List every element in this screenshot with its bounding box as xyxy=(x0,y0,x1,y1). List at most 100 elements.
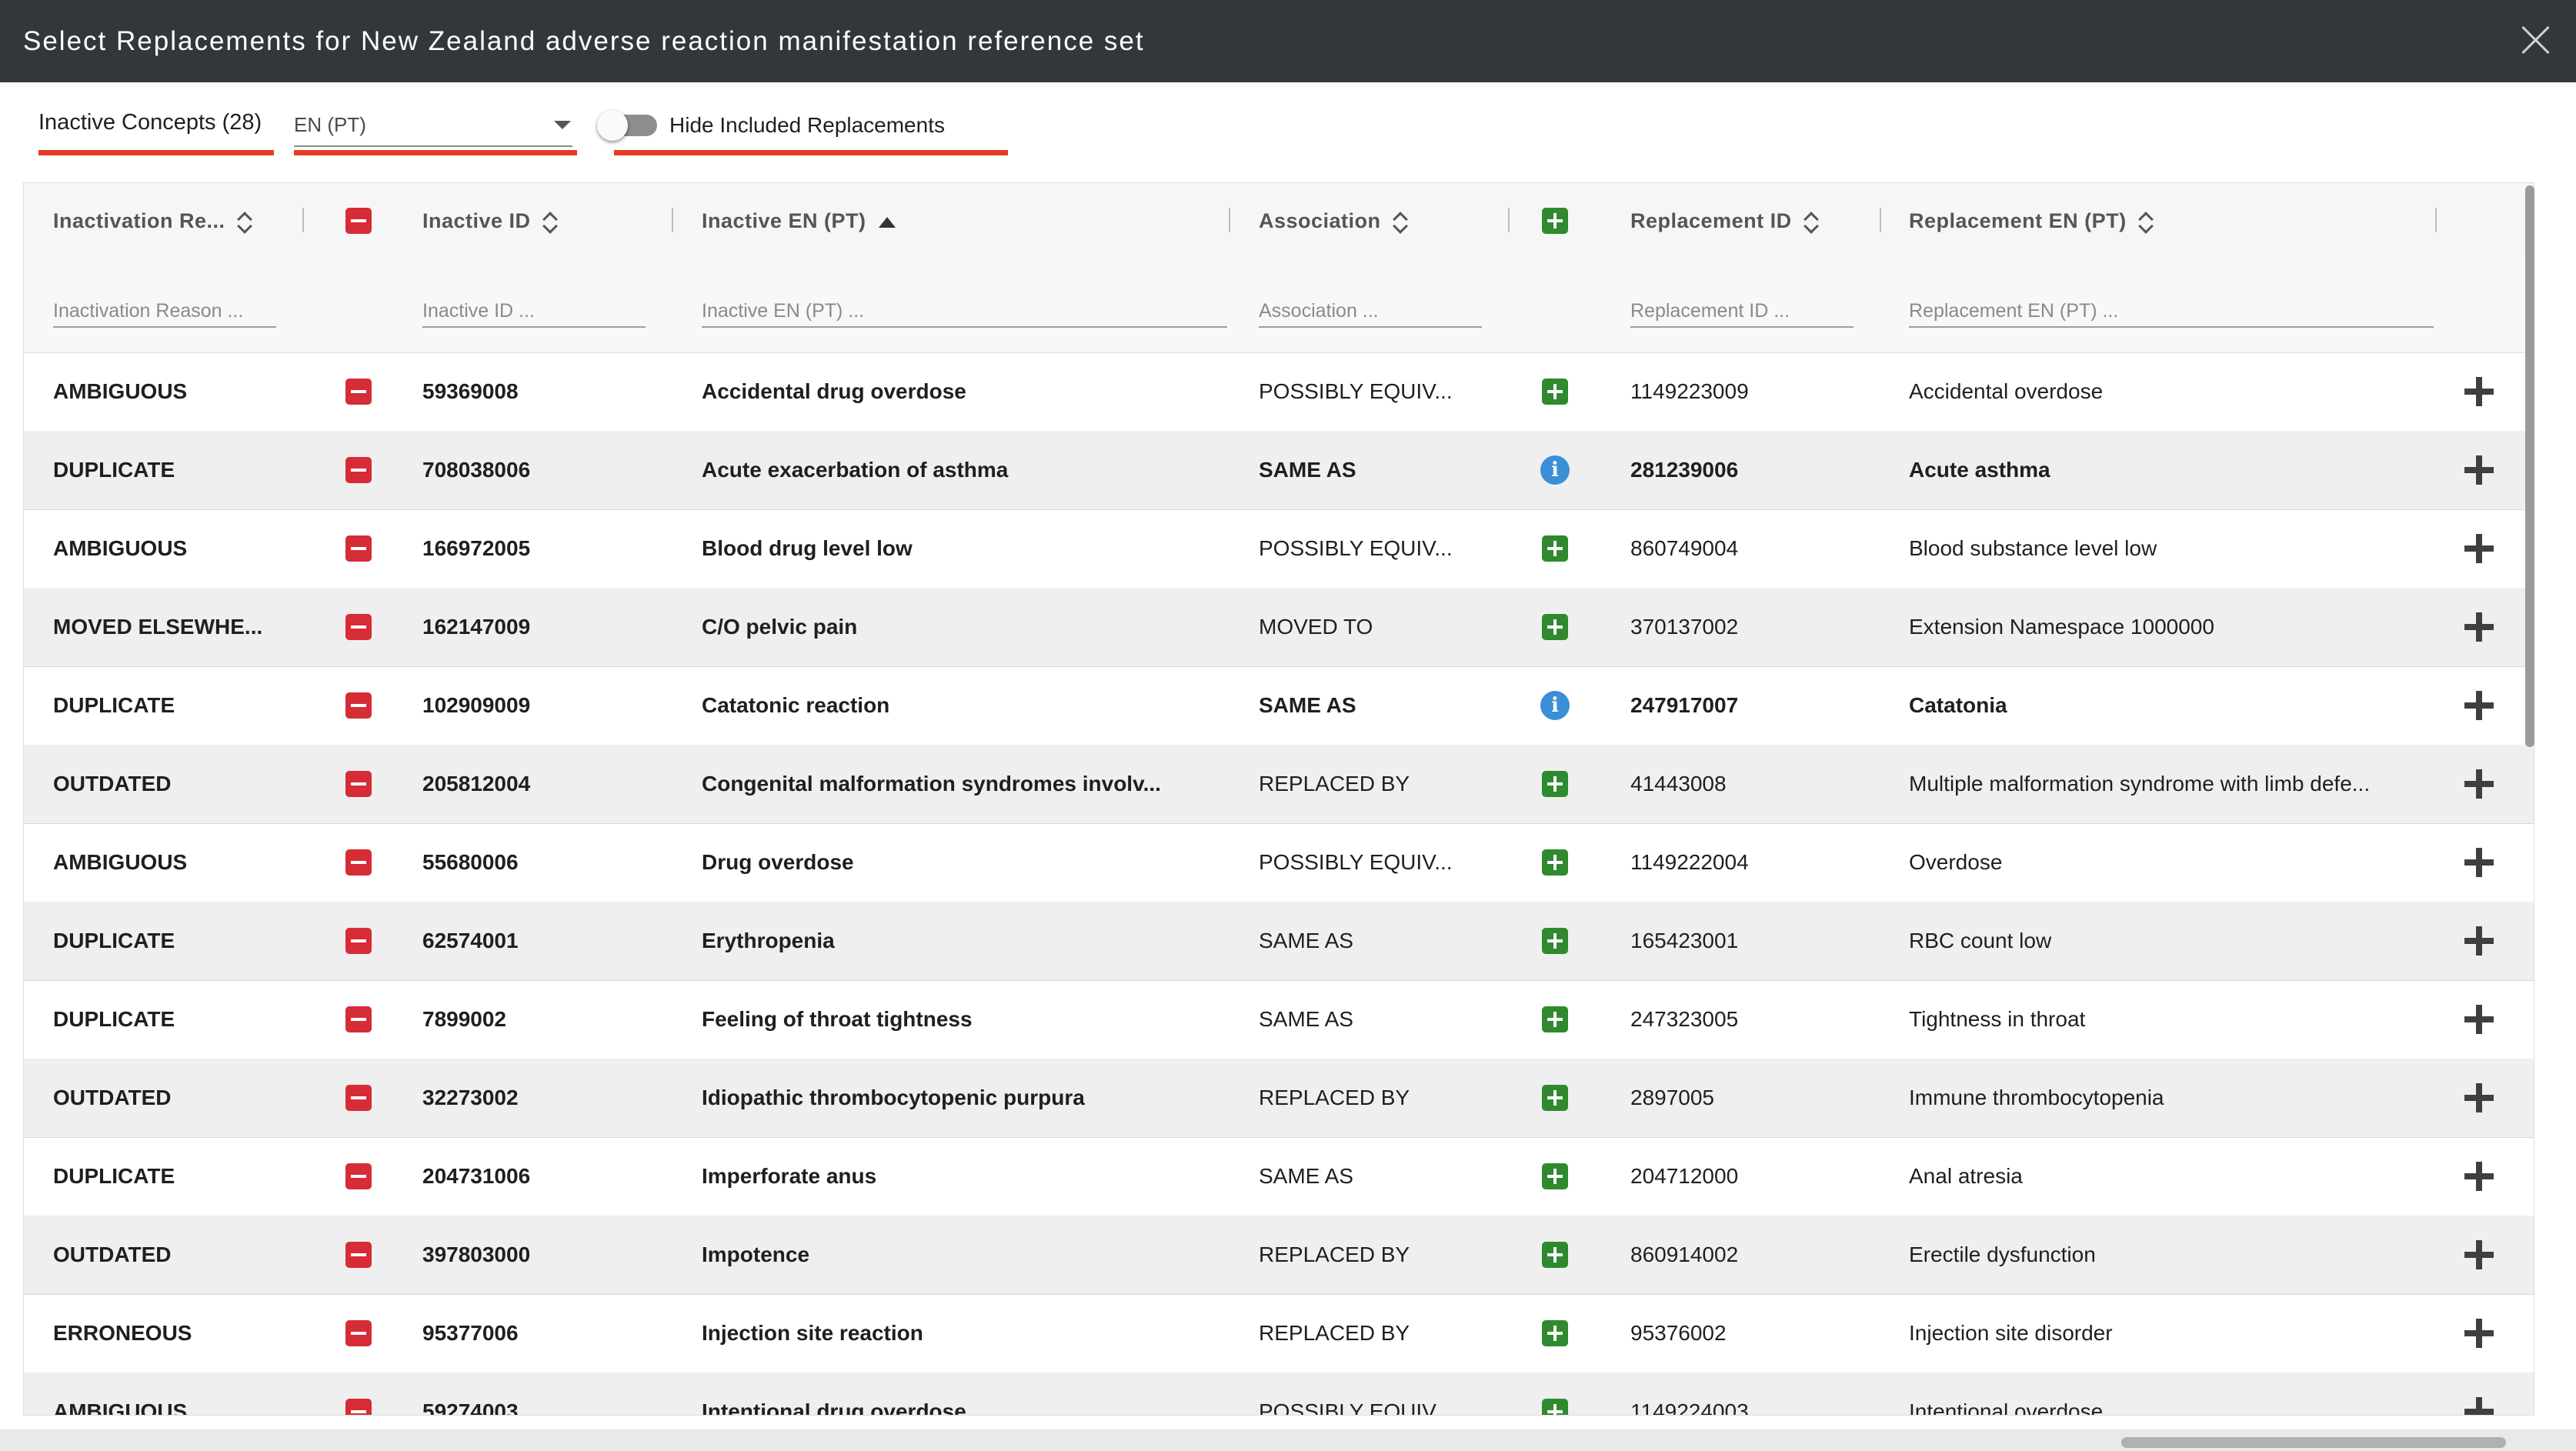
cell-replacement-term: Intentional overdose xyxy=(1909,1399,2104,1416)
add-replacement-button[interactable] xyxy=(1542,1320,1568,1346)
table-row[interactable]: OUTDATED 205812004 Congenital malformation… xyxy=(24,745,2534,824)
remove-button[interactable] xyxy=(345,1006,372,1032)
cell-inactive-term: Intentional drug overdose xyxy=(702,1399,966,1416)
language-select-value: EN (PT) xyxy=(294,113,366,136)
table-row[interactable]: DUPLICATE 708038006 Acute exacerbation of … xyxy=(24,431,2534,510)
hide-included-toggle[interactable] xyxy=(597,110,657,141)
remove-button[interactable] xyxy=(345,771,372,797)
add-row-plus-icon[interactable] xyxy=(2464,769,2494,799)
add-row-plus-icon[interactable] xyxy=(2464,1162,2494,1191)
remove-button[interactable] xyxy=(345,1163,372,1189)
add-row-plus-icon[interactable] xyxy=(2464,534,2494,563)
add-row-plus-icon[interactable] xyxy=(2464,612,2494,642)
add-replacement-button[interactable] xyxy=(1542,535,1568,562)
tab-inactive-concepts[interactable]: Inactive Concepts (28) xyxy=(38,110,262,135)
horizontal-scrollbar-thumb[interactable] xyxy=(2121,1437,2506,1448)
filter-inactive-term[interactable]: Inactive EN (PT) ... xyxy=(702,297,1227,328)
add-row-plus-icon[interactable] xyxy=(2464,1083,2494,1112)
column-separator[interactable] xyxy=(2435,208,2437,232)
add-row-plus-icon[interactable] xyxy=(2464,926,2494,956)
add-replacement-button[interactable] xyxy=(1542,614,1568,640)
cell-inactive-term: Catatonic reaction xyxy=(702,693,890,717)
header-inactive-id[interactable]: Inactive ID xyxy=(422,209,557,234)
filter-inactivation-reason[interactable]: Inactivation Reason ... xyxy=(53,297,276,328)
table-row[interactable]: AMBIGUOUS 55680006 Drug overdose POSSIBLY E… xyxy=(24,823,2534,902)
add-replacement-button[interactable] xyxy=(1542,1163,1568,1189)
remove-button[interactable] xyxy=(345,928,372,954)
cell-replacement-id: 1149223009 xyxy=(1630,379,1749,403)
table-row[interactable]: DUPLICATE 204731006 Imperforate anus SAME A… xyxy=(24,1137,2534,1216)
sort-icon[interactable] xyxy=(1392,211,1407,234)
remove-button[interactable] xyxy=(345,849,372,876)
sort-icon[interactable] xyxy=(236,211,252,234)
add-row-plus-icon[interactable] xyxy=(2464,1319,2494,1348)
cell-association: POSSIBLY EQUIV... xyxy=(1259,536,1453,560)
remove-button[interactable] xyxy=(345,1399,372,1415)
table-row[interactable]: ERRONEOUS 95377006 Injection site reaction… xyxy=(24,1294,2534,1373)
add-replacement-button[interactable] xyxy=(1542,379,1568,405)
remove-button[interactable] xyxy=(345,614,372,640)
remove-button[interactable] xyxy=(345,1085,372,1111)
cell-inactivation-reason: OUTDATED xyxy=(53,772,172,796)
add-row-plus-icon[interactable] xyxy=(2464,1397,2494,1415)
table-row[interactable]: AMBIGUOUS 59274003 Intentional drug overdo… xyxy=(24,1373,2534,1416)
add-replacement-button[interactable] xyxy=(1542,1242,1568,1268)
vertical-scrollbar[interactable] xyxy=(2524,182,2536,1414)
add-replacement-button[interactable] xyxy=(1542,1006,1568,1032)
table-row[interactable]: OUTDATED 32273002 Idiopathic thrombocytope… xyxy=(24,1059,2534,1138)
add-replacement-button[interactable] xyxy=(1542,1085,1568,1111)
column-separator[interactable] xyxy=(672,208,673,232)
filter-replacement-term[interactable]: Replacement EN (PT) ... xyxy=(1909,297,2434,328)
add-replacement-button[interactable] xyxy=(1542,928,1568,954)
cell-inactivation-reason: DUPLICATE xyxy=(53,1164,175,1188)
table-row[interactable]: AMBIGUOUS 59369008 Accidental drug overdos… xyxy=(24,352,2534,432)
remove-all-button[interactable] xyxy=(345,208,372,234)
sort-icon[interactable] xyxy=(1803,211,1818,234)
column-separator[interactable] xyxy=(1508,208,1510,232)
filter-association[interactable]: Association ... xyxy=(1259,297,1482,328)
header-inactivation-reason[interactable]: Inactivation Re... xyxy=(53,209,252,234)
dialog-title: Select Replacements for New Zealand adve… xyxy=(23,25,1145,56)
remove-button[interactable] xyxy=(345,1320,372,1346)
column-separator[interactable] xyxy=(1229,208,1230,232)
column-separator[interactable] xyxy=(1880,208,1881,232)
header-association[interactable]: Association xyxy=(1259,209,1407,234)
sort-icon[interactable] xyxy=(2137,211,2153,234)
table-row[interactable]: AMBIGUOUS 166972005 Blood drug level low PO… xyxy=(24,509,2534,589)
add-all-button[interactable] xyxy=(1542,208,1568,234)
add-row-plus-icon[interactable] xyxy=(2464,1240,2494,1269)
add-replacement-button[interactable] xyxy=(1542,849,1568,876)
header-replacement-term[interactable]: Replacement EN (PT) xyxy=(1909,209,2153,234)
remove-button[interactable] xyxy=(345,692,372,719)
close-icon[interactable] xyxy=(2516,20,2556,60)
header-replacement-id[interactable]: Replacement ID xyxy=(1630,209,1818,234)
table-row[interactable]: DUPLICATE 102909009 Catatonic reaction SAME… xyxy=(24,666,2534,746)
table-row[interactable]: OUTDATED 397803000 Impotence REPLACED BY 860… xyxy=(24,1216,2534,1295)
add-row-plus-icon[interactable] xyxy=(2464,377,2494,406)
sort-ascending-icon[interactable] xyxy=(878,216,896,228)
scrollbar-thumb[interactable] xyxy=(2525,185,2534,747)
add-row-plus-icon[interactable] xyxy=(2464,455,2494,485)
table-row[interactable]: DUPLICATE 62574001 Erythropenia SAME AS 1654… xyxy=(24,902,2534,981)
table-row[interactable]: MOVED ELSEWHE... 162147009 C/O pelvic pain… xyxy=(24,588,2534,667)
sort-icon[interactable] xyxy=(542,211,557,234)
filter-inactive-id[interactable]: Inactive ID ... xyxy=(422,297,646,328)
add-row-plus-icon[interactable] xyxy=(2464,848,2494,877)
remove-button[interactable] xyxy=(345,457,372,483)
remove-button[interactable] xyxy=(345,379,372,405)
horizontal-scrollbar[interactable] xyxy=(0,1429,2576,1451)
add-replacement-button[interactable] xyxy=(1542,1399,1568,1415)
info-icon[interactable]: i xyxy=(1540,455,1570,485)
language-select[interactable]: EN (PT) xyxy=(294,105,572,147)
header-inactive-term[interactable]: Inactive EN (PT) xyxy=(702,209,896,233)
info-icon[interactable]: i xyxy=(1540,691,1570,720)
remove-button[interactable] xyxy=(345,1242,372,1268)
filter-replacement-id[interactable]: Replacement ID ... xyxy=(1630,297,1854,328)
add-replacement-button[interactable] xyxy=(1542,771,1568,797)
table-row[interactable]: DUPLICATE 7899002 Feeling of throat tightn… xyxy=(24,980,2534,1059)
add-row-plus-icon[interactable] xyxy=(2464,1005,2494,1034)
cell-inactive-term: Idiopathic thrombocytopenic purpura xyxy=(702,1086,1085,1109)
add-row-plus-icon[interactable] xyxy=(2464,691,2494,720)
column-separator[interactable] xyxy=(302,208,304,232)
remove-button[interactable] xyxy=(345,535,372,562)
